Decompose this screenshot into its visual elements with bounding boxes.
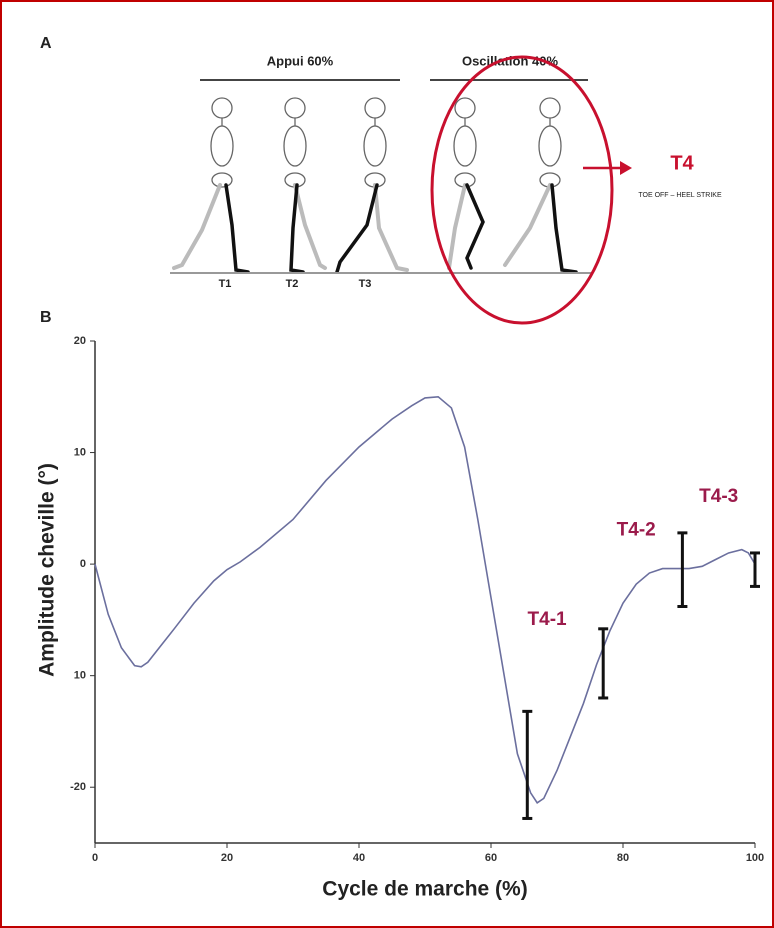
x-tick-label: 60	[485, 852, 497, 864]
error-bar	[677, 531, 688, 609]
y-tick-label: 10	[74, 670, 86, 682]
frame-label: T2	[286, 278, 299, 290]
highlight-note: TOE OFF – HEEL STRIKE	[638, 192, 722, 199]
phase-label: Appui 60%	[267, 53, 334, 68]
y-tick-label: 20	[74, 335, 86, 347]
annotation: T4-1	[528, 609, 568, 630]
annotation: T4-2	[617, 520, 656, 541]
panel-label: A	[40, 35, 52, 52]
error-bar	[598, 627, 609, 700]
y-tick-label: -20	[70, 781, 86, 793]
x-tick-label: 80	[617, 852, 629, 864]
arrow-head	[620, 161, 632, 175]
x-axis-label: Cycle de marche (%)	[322, 878, 527, 901]
panel-label: B	[40, 309, 52, 326]
x-tick-label: 0	[92, 852, 98, 864]
annotation: T4-3	[699, 486, 738, 507]
highlight-ellipse	[430, 55, 614, 325]
y-axis-label: Amplitude cheville (°)	[36, 463, 59, 677]
y-tick-label: 10	[74, 446, 86, 458]
error-bar	[522, 709, 533, 820]
x-tick-label: 20	[221, 852, 233, 864]
frame-label: T3	[359, 278, 372, 290]
highlight-label: T4	[670, 152, 694, 174]
stick-figures	[170, 97, 592, 274]
error-bar	[750, 551, 760, 588]
line	[94, 395, 756, 804]
x-tick-label: 100	[746, 852, 764, 864]
x-tick-label: 40	[353, 852, 365, 864]
y-tick-label: 0	[80, 558, 86, 570]
frame-label: T1	[219, 278, 232, 290]
